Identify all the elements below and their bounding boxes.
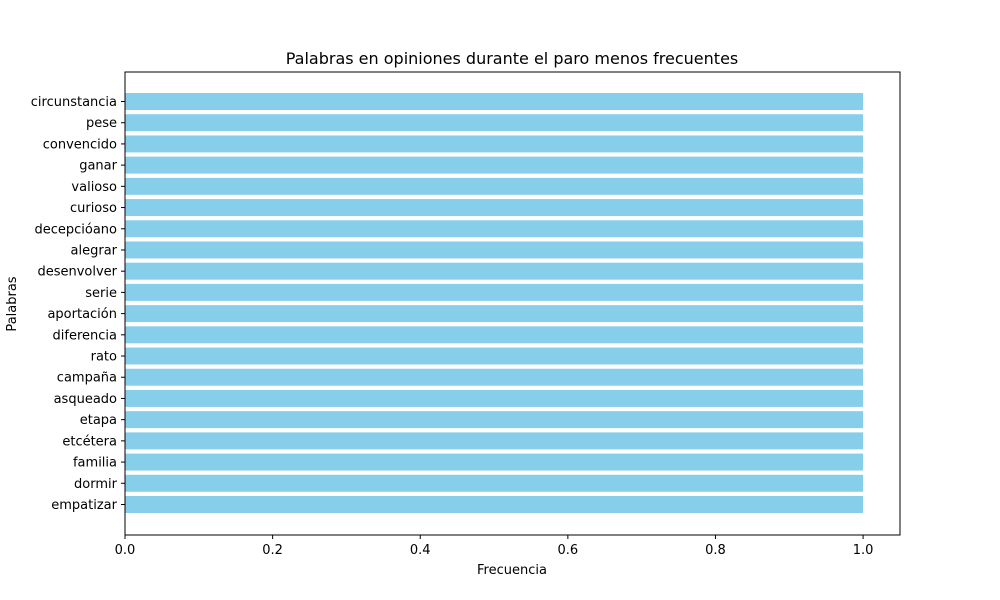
y-tick-label: circunstancia [31,95,117,110]
y-tick-label: diferencia [53,328,117,343]
plot-frame [124,71,901,536]
bar [125,262,864,280]
y-tick-label: aportación [47,307,117,322]
bar [125,474,864,492]
y-tick-label: asqueado [54,392,117,407]
bar [125,199,864,217]
y-tick-label: etcétera [62,434,117,449]
bar [125,177,864,195]
chart-title: Palabras en opiniones durante el paro me… [286,49,739,68]
bar [125,93,864,110]
x-tick-label: 0.6 [558,543,579,558]
x-tick-label: 1.0 [853,543,874,558]
bar [125,411,864,429]
y-tick-label: campaña [57,371,117,386]
y-tick-label: curioso [70,201,117,216]
x-tick-label: 0.2 [262,543,283,558]
y-tick-label: serie [85,286,117,301]
bar [125,389,864,407]
bar [125,453,864,471]
y-tick-label: empatizar [51,498,117,513]
x-axis-ticks: 0.0 0.2 0.4 0.6 0.8 1.0 [115,535,874,558]
bar [125,305,864,323]
y-tick-label: pese [86,116,117,131]
bar [125,368,864,386]
bar [125,432,864,450]
bar [125,156,864,174]
x-tick-label: 0.8 [705,543,726,558]
bar [125,283,864,301]
bar [125,326,864,344]
y-tick-label: dormir [74,477,118,492]
y-tick-label: familia [73,456,117,471]
y-tick-label: ganar [79,159,117,174]
y-tick-label: etapa [80,413,117,428]
y-tick-label: alegrar [71,243,118,258]
bar [125,220,864,238]
y-tick-label: desenvolver [37,265,117,280]
bar [125,241,864,259]
x-tick-label: 0.0 [115,543,136,558]
y-tick-label: convencido [43,137,117,152]
bar [125,347,864,365]
x-tick-label: 0.4 [410,543,431,558]
bar [125,114,864,132]
y-tick-label: decepcióano [34,222,117,237]
bar [125,135,864,153]
y-tick-label: rato [91,350,117,365]
bars-group [125,93,864,513]
y-axis-label: Palabras [5,276,20,331]
y-tick-label: valioso [71,180,117,195]
x-axis-label: Frecuencia [477,563,547,578]
bar [125,496,864,513]
y-axis-ticks: circunstancia pese convencido ganar valioso c… [31,95,125,513]
